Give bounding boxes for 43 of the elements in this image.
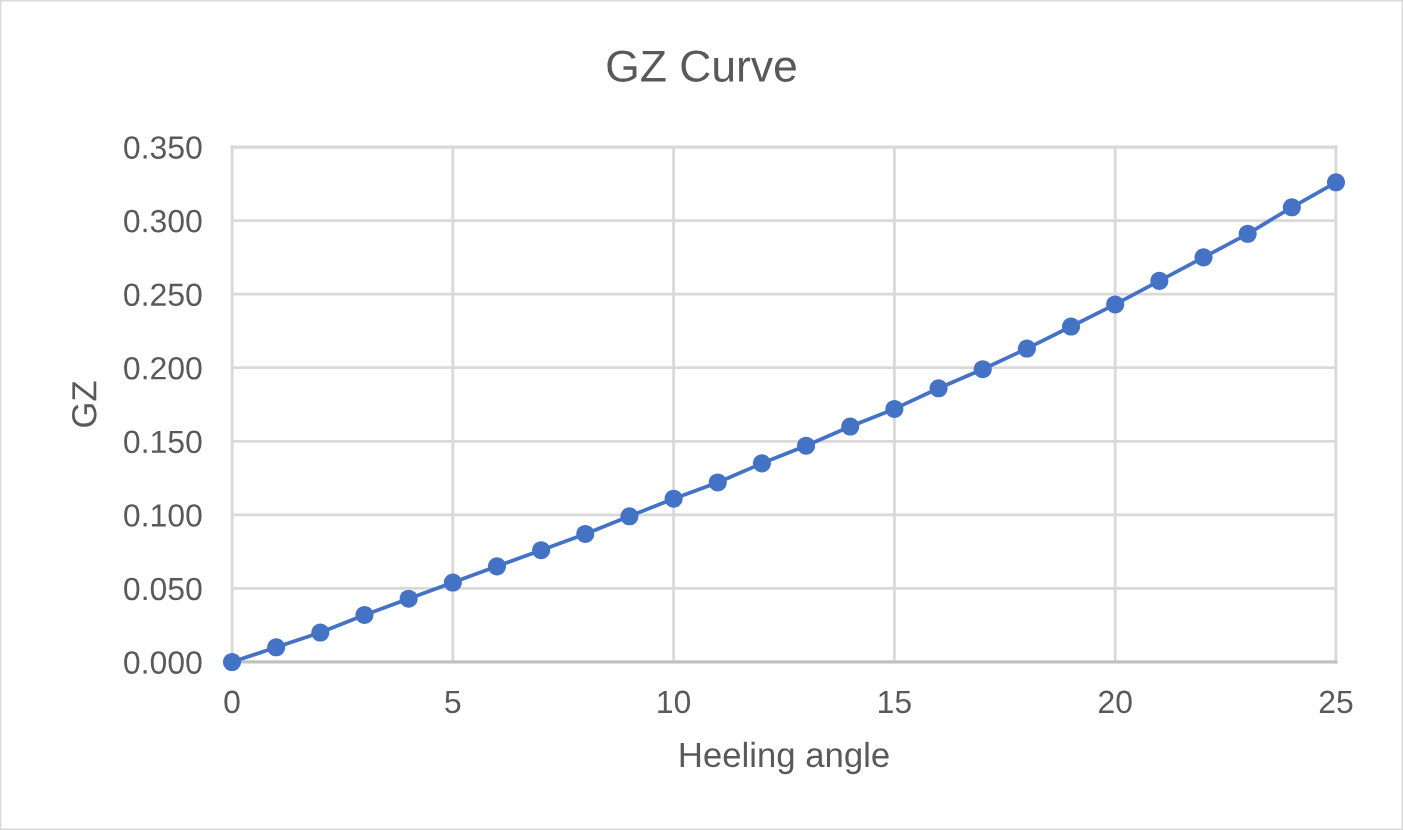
point (620, 507, 639, 526)
y-tick-label: 0.350 (124, 136, 202, 159)
point (576, 524, 595, 544)
y-tick-label: 0.150 (124, 430, 202, 454)
x-tick-label: 0 (224, 690, 240, 714)
chart-title: GZ Curve (607, 50, 796, 82)
point (1194, 248, 1213, 267)
point (399, 589, 418, 608)
point (311, 623, 330, 642)
point (1106, 295, 1125, 314)
x-axis-title: Heeling angle (680, 741, 889, 775)
x-tick-label: 15 (879, 690, 911, 714)
point (532, 541, 551, 560)
point (1150, 271, 1169, 290)
point (841, 417, 860, 436)
point (973, 360, 992, 379)
y-tick-label: 0.100 (124, 504, 202, 527)
y-tick-label: 0.250 (124, 283, 202, 307)
x-tick-label: 5 (445, 690, 461, 714)
point (222, 652, 242, 672)
x-tick-label: 10 (658, 690, 691, 714)
point (752, 454, 771, 473)
point (487, 557, 506, 576)
y-axis-title: GZ (72, 381, 97, 427)
point (708, 473, 727, 492)
point (929, 379, 948, 398)
y-tick-label: 0.200 (124, 356, 202, 380)
point (267, 638, 286, 657)
point (797, 436, 816, 455)
x-tick-label: 20 (1099, 690, 1132, 714)
point (443, 573, 462, 592)
y-tick-label: 0.300 (124, 209, 202, 233)
y-tick-label: 0.050 (124, 577, 202, 601)
y-tick-label: 0.000 (124, 651, 202, 674)
point (1326, 173, 1346, 192)
point (885, 399, 904, 418)
point (1238, 224, 1257, 243)
point (1017, 339, 1036, 358)
x-tick-label: 25 (1319, 690, 1353, 714)
point (1282, 198, 1301, 217)
point (664, 489, 683, 508)
point (355, 605, 374, 624)
point (1062, 317, 1081, 336)
